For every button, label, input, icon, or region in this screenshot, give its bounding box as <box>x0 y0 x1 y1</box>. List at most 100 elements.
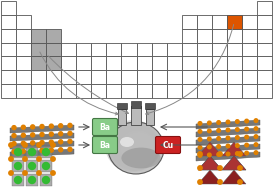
Circle shape <box>226 136 230 140</box>
Bar <box>91 70 106 84</box>
Circle shape <box>218 180 222 184</box>
Bar <box>131 101 141 108</box>
Bar <box>182 15 197 29</box>
Bar <box>26 174 38 186</box>
Bar <box>31 29 46 43</box>
Polygon shape <box>10 125 74 133</box>
Bar <box>121 57 136 70</box>
Polygon shape <box>198 142 222 156</box>
Circle shape <box>207 153 211 157</box>
Circle shape <box>14 149 22 156</box>
Bar <box>136 57 152 70</box>
Circle shape <box>31 149 35 153</box>
Circle shape <box>40 149 44 153</box>
Bar <box>106 57 121 70</box>
Bar <box>46 43 61 57</box>
Circle shape <box>218 166 222 170</box>
Ellipse shape <box>105 120 161 172</box>
Circle shape <box>37 171 41 175</box>
Circle shape <box>23 143 27 147</box>
Bar <box>1 70 16 84</box>
Circle shape <box>68 139 72 143</box>
Polygon shape <box>196 128 260 137</box>
Polygon shape <box>222 170 246 184</box>
Bar <box>197 84 212 98</box>
Circle shape <box>198 138 202 141</box>
Circle shape <box>245 119 248 123</box>
Bar <box>182 70 197 84</box>
Circle shape <box>49 132 53 136</box>
Bar <box>106 43 121 57</box>
Circle shape <box>31 125 35 129</box>
Circle shape <box>236 152 239 155</box>
Ellipse shape <box>114 127 158 169</box>
Circle shape <box>21 133 25 137</box>
Bar <box>76 57 91 70</box>
Text: Ba: Ba <box>99 122 111 132</box>
Circle shape <box>198 166 202 170</box>
Ellipse shape <box>120 137 134 147</box>
Circle shape <box>14 163 22 170</box>
Bar <box>40 160 52 172</box>
Bar <box>197 70 212 84</box>
Circle shape <box>28 177 35 184</box>
Circle shape <box>226 152 230 156</box>
Circle shape <box>236 120 239 123</box>
Bar <box>257 1 272 15</box>
Circle shape <box>198 122 202 125</box>
Circle shape <box>49 124 53 128</box>
Circle shape <box>9 157 13 161</box>
Polygon shape <box>196 120 260 129</box>
Bar <box>106 70 121 84</box>
Bar <box>167 57 182 70</box>
Bar <box>257 15 272 29</box>
Ellipse shape <box>109 123 160 170</box>
Bar <box>12 160 24 172</box>
Bar <box>182 43 197 57</box>
Circle shape <box>12 142 16 146</box>
Bar <box>197 29 212 43</box>
Circle shape <box>40 140 44 145</box>
Bar <box>16 57 31 70</box>
Bar <box>242 29 257 43</box>
Polygon shape <box>222 156 246 170</box>
Bar <box>16 43 31 57</box>
Bar <box>121 84 136 98</box>
Bar <box>257 43 272 57</box>
Bar <box>212 84 227 98</box>
Circle shape <box>21 141 25 145</box>
Circle shape <box>236 136 239 139</box>
Circle shape <box>43 149 49 156</box>
Circle shape <box>40 132 44 136</box>
Bar <box>12 174 24 186</box>
Bar <box>227 29 242 43</box>
Bar <box>26 146 38 158</box>
Circle shape <box>68 123 72 127</box>
Circle shape <box>245 135 248 139</box>
FancyArrowPatch shape <box>48 56 129 113</box>
Circle shape <box>198 146 202 149</box>
Bar <box>242 57 257 70</box>
Circle shape <box>23 171 27 175</box>
Circle shape <box>9 171 13 175</box>
Circle shape <box>59 140 63 144</box>
Circle shape <box>31 141 35 145</box>
Polygon shape <box>196 136 260 145</box>
Bar <box>117 103 127 109</box>
Circle shape <box>238 152 242 156</box>
Polygon shape <box>198 156 222 170</box>
Polygon shape <box>10 149 74 157</box>
Bar <box>197 57 212 70</box>
Bar <box>118 109 126 125</box>
Bar <box>131 106 141 125</box>
Polygon shape <box>198 156 222 170</box>
Bar <box>212 57 227 70</box>
Bar <box>152 43 167 57</box>
Circle shape <box>28 149 35 156</box>
Bar <box>242 43 257 57</box>
Circle shape <box>236 128 239 131</box>
Circle shape <box>40 125 44 129</box>
Polygon shape <box>10 133 74 141</box>
Circle shape <box>245 143 248 147</box>
Circle shape <box>238 166 242 170</box>
